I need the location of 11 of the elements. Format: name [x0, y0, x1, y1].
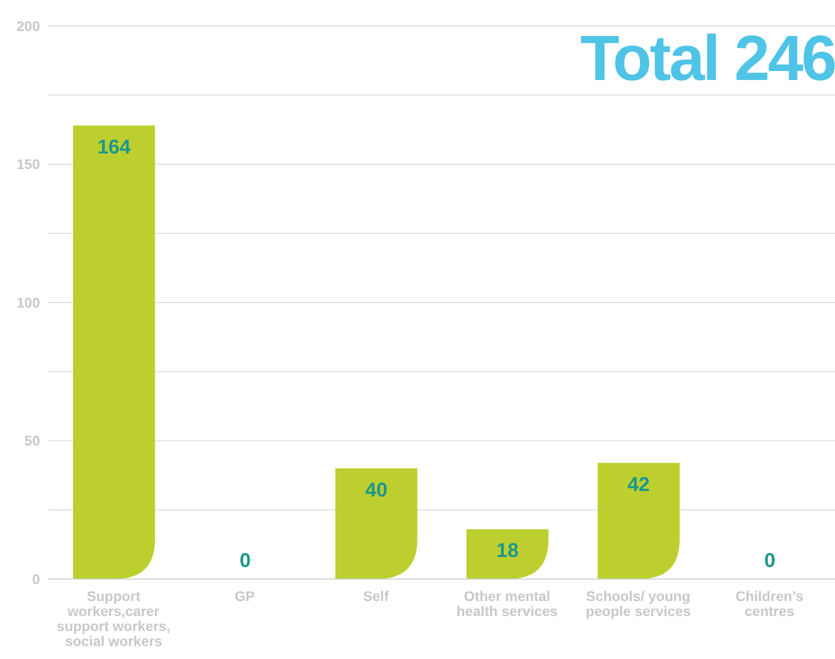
- bar: [335, 468, 418, 579]
- data-label: 18: [496, 540, 519, 562]
- bar: [598, 462, 680, 579]
- data-label: 164: [97, 136, 132, 159]
- data-label: 0: [764, 550, 776, 572]
- data-label: 0: [240, 550, 251, 572]
- data-label: 40: [365, 479, 388, 502]
- bar: [73, 126, 155, 579]
- bar: [466, 529, 548, 579]
- data-label: 42: [628, 474, 650, 496]
- chart-title: Total 246: [580, 22, 835, 94]
